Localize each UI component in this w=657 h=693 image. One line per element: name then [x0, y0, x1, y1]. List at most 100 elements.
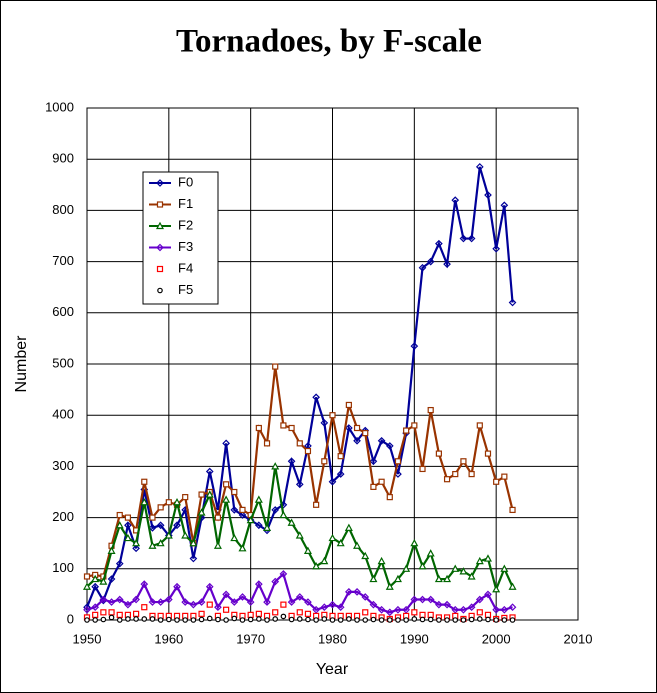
marker [91, 574, 100, 583]
marker [296, 440, 303, 447]
marker [116, 511, 123, 519]
marker [394, 458, 402, 465]
marker [444, 617, 450, 623]
marker [476, 616, 483, 622]
marker [115, 595, 124, 604]
legend-label: F2 [178, 217, 193, 232]
marker [99, 595, 108, 604]
marker [246, 515, 255, 524]
marker [403, 617, 409, 623]
marker [312, 393, 320, 402]
marker [254, 495, 263, 503]
marker [279, 510, 288, 519]
marker [336, 603, 345, 612]
marker [157, 504, 164, 511]
y-tick-label: 0 [67, 611, 74, 626]
marker [385, 442, 394, 450]
marker [369, 600, 378, 609]
marker [435, 239, 443, 248]
marker [467, 603, 476, 612]
marker [321, 458, 328, 465]
marker [133, 616, 139, 622]
marker [100, 609, 107, 616]
marker [125, 616, 131, 622]
x-axis-title: Year [316, 661, 349, 678]
marker [305, 616, 311, 623]
marker [320, 603, 329, 612]
series [84, 613, 516, 623]
marker [124, 521, 132, 530]
marker [255, 521, 263, 530]
marker [132, 538, 141, 547]
x-tick-label: 1960 [154, 631, 183, 646]
marker [288, 616, 295, 623]
marker [419, 611, 426, 618]
marker [321, 616, 328, 622]
series [83, 570, 517, 617]
marker [156, 243, 164, 252]
marker [198, 610, 205, 617]
marker [328, 533, 337, 542]
marker [467, 572, 476, 580]
marker [467, 234, 476, 243]
marker [451, 605, 460, 614]
marker [157, 617, 164, 623]
marker [83, 603, 91, 612]
legend: F0 F1 F2 F3 F4 F5 [142, 171, 219, 305]
marker [435, 600, 443, 609]
marker [206, 615, 213, 622]
marker [436, 617, 442, 623]
marker [238, 593, 247, 601]
marker [320, 556, 329, 565]
legend-label: F5 [178, 282, 193, 297]
marker [287, 598, 296, 606]
marker [288, 424, 295, 432]
marker [508, 298, 517, 307]
marker [287, 457, 296, 466]
marker [411, 609, 418, 616]
marker [295, 593, 304, 601]
marker [190, 617, 197, 623]
marker [410, 342, 419, 350]
marker [501, 473, 508, 480]
marker [166, 616, 172, 623]
marker [385, 582, 394, 590]
marker [140, 580, 149, 589]
marker [189, 538, 198, 547]
marker [164, 531, 173, 539]
y-tick-label: 900 [52, 151, 74, 166]
marker [353, 587, 361, 596]
y-axis-title: Number [13, 335, 30, 393]
marker [426, 549, 435, 557]
marker [509, 617, 516, 623]
marker [312, 605, 320, 614]
marker [402, 605, 410, 614]
x-tick-label: 1980 [318, 631, 347, 646]
marker [418, 561, 427, 570]
marker [205, 582, 214, 591]
marker [313, 617, 319, 623]
marker [328, 600, 337, 609]
marker [419, 465, 426, 473]
marker [385, 608, 394, 617]
marker [124, 600, 132, 609]
marker [312, 561, 321, 570]
y-tick-label: 500 [52, 355, 74, 370]
marker [418, 263, 427, 272]
marker [107, 598, 116, 606]
marker [223, 606, 230, 613]
marker [272, 363, 279, 370]
marker [346, 616, 352, 622]
marker [239, 506, 246, 514]
marker [304, 598, 312, 606]
marker [272, 609, 279, 616]
marker [174, 617, 180, 623]
marker [107, 575, 116, 583]
marker [493, 617, 499, 623]
marker [361, 551, 370, 560]
legend-label: F0 [178, 174, 193, 189]
marker [393, 574, 402, 583]
y-tick-label: 200 [52, 509, 74, 524]
marker [304, 447, 312, 455]
marker [345, 401, 352, 409]
